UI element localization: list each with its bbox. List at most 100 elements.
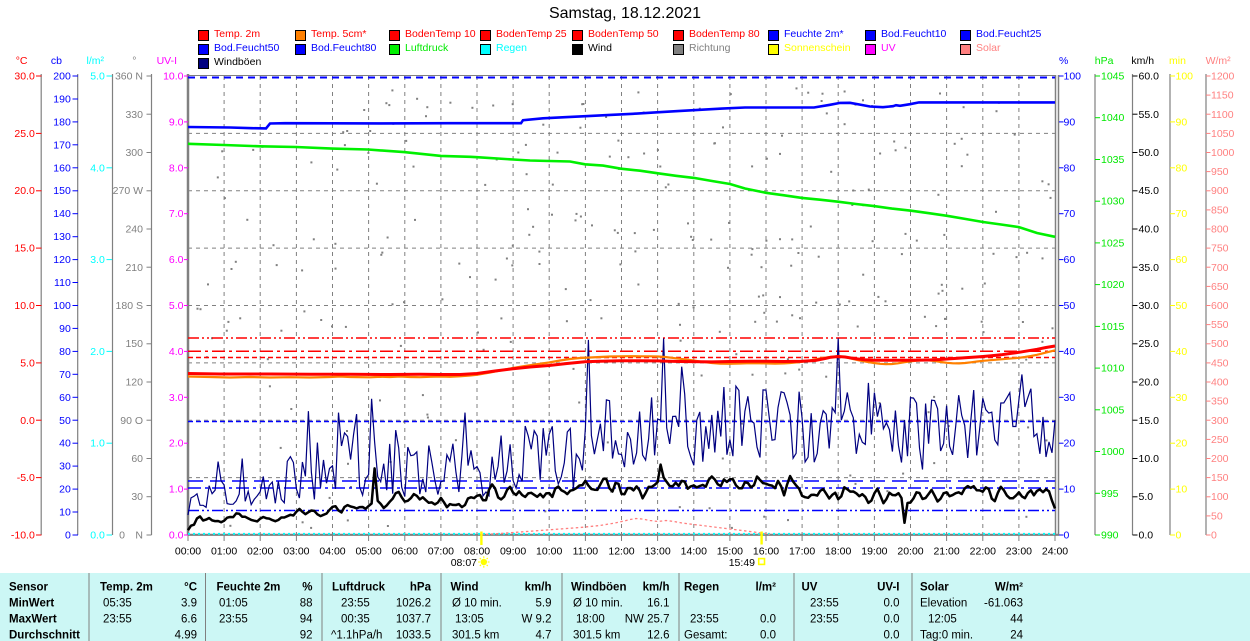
svg-text:l/m²: l/m²: [756, 582, 777, 594]
svg-text:360 N: 360 N: [115, 71, 143, 83]
svg-text:50: 50: [1211, 510, 1223, 522]
svg-text:2.0: 2.0: [90, 346, 105, 358]
svg-text:800: 800: [1211, 224, 1229, 236]
svg-text:1005: 1005: [1101, 404, 1125, 416]
svg-text:%: %: [1059, 55, 1068, 67]
svg-text:12:05: 12:05: [928, 614, 957, 626]
svg-text:16.1: 16.1: [647, 598, 669, 610]
svg-text:0.0: 0.0: [760, 629, 776, 641]
svg-text:%: %: [302, 582, 312, 594]
svg-text:35.0: 35.0: [1139, 262, 1160, 274]
svg-text:120: 120: [125, 377, 143, 389]
svg-text:2.0: 2.0: [169, 438, 184, 450]
svg-text:150: 150: [1211, 472, 1229, 484]
svg-text:07:00: 07:00: [428, 546, 454, 558]
svg-text:-5.0: -5.0: [17, 472, 35, 484]
svg-text:4.7: 4.7: [536, 629, 552, 641]
svg-text:550: 550: [1211, 319, 1229, 331]
svg-text:100: 100: [1176, 71, 1194, 83]
svg-text:Windböen: Windböen: [571, 582, 626, 594]
svg-text:Regen: Regen: [684, 582, 719, 594]
svg-text:10: 10: [1176, 484, 1188, 496]
svg-text:88: 88: [300, 598, 313, 610]
svg-text:240: 240: [125, 224, 143, 236]
svg-text:40.0: 40.0: [1139, 224, 1160, 236]
svg-text:950: 950: [1211, 166, 1229, 178]
svg-text:1045: 1045: [1101, 71, 1125, 83]
svg-text:UV-I: UV-I: [157, 55, 177, 67]
svg-text:Luftdruck: Luftdruck: [332, 582, 386, 594]
svg-text:30.0: 30.0: [1139, 300, 1160, 312]
svg-text:94: 94: [300, 614, 313, 626]
svg-text:0: 0: [1176, 530, 1182, 542]
svg-text:MinWert: MinWert: [9, 598, 54, 610]
svg-text:W/m²: W/m²: [995, 582, 1023, 594]
svg-text:20: 20: [59, 484, 71, 496]
svg-text:hPa: hPa: [410, 582, 432, 594]
svg-text:6.0: 6.0: [169, 254, 184, 266]
svg-text:5.9: 5.9: [536, 598, 552, 610]
svg-text:200: 200: [53, 71, 71, 83]
svg-text:7.0: 7.0: [169, 208, 184, 220]
svg-text:13:05: 13:05: [455, 614, 484, 626]
svg-text:0 N: 0 N: [119, 530, 143, 542]
svg-text:1200: 1200: [1211, 71, 1235, 83]
svg-text:°C: °C: [16, 55, 28, 67]
svg-text:1.0: 1.0: [90, 438, 105, 450]
svg-text:Sensor: Sensor: [9, 582, 49, 594]
svg-text:UV-I: UV-I: [877, 582, 899, 594]
svg-text:60: 60: [1064, 254, 1076, 266]
svg-text:30: 30: [1176, 392, 1188, 404]
svg-text:9.0: 9.0: [169, 116, 184, 128]
svg-text:1010: 1010: [1101, 363, 1125, 375]
svg-text:^1.1hPa/h: ^1.1hPa/h: [331, 629, 382, 641]
svg-text:23:55: 23:55: [810, 614, 839, 626]
svg-text:210: 210: [125, 262, 143, 274]
svg-text:30: 30: [1064, 392, 1076, 404]
svg-text:70: 70: [59, 369, 71, 381]
svg-text:3.9: 3.9: [181, 598, 197, 610]
svg-text:06:00: 06:00: [392, 546, 418, 558]
svg-text:90 O: 90 O: [120, 415, 143, 427]
svg-text:45.0: 45.0: [1139, 185, 1160, 197]
svg-text:Ø 10 min.: Ø 10 min.: [573, 598, 623, 610]
svg-text:10.0: 10.0: [1139, 453, 1160, 465]
svg-text:Durchschnitt: Durchschnitt: [9, 629, 80, 641]
svg-text:W/m²: W/m²: [1206, 55, 1232, 67]
svg-text:150: 150: [125, 338, 143, 350]
svg-text:01:00: 01:00: [211, 546, 237, 558]
svg-text:20.0: 20.0: [14, 185, 35, 197]
svg-text:150: 150: [53, 185, 71, 197]
svg-text:3.0: 3.0: [169, 392, 184, 404]
svg-text:17:00: 17:00: [789, 546, 815, 558]
svg-text:cb: cb: [51, 55, 62, 67]
svg-text:4.99: 4.99: [175, 629, 197, 641]
svg-text:16:00: 16:00: [753, 546, 779, 558]
svg-text:Gesamt:: Gesamt:: [684, 629, 727, 641]
svg-text:Solar: Solar: [920, 582, 949, 594]
svg-text:250: 250: [1211, 434, 1229, 446]
svg-text:40: 40: [1064, 346, 1076, 358]
svg-text:1000: 1000: [1211, 147, 1235, 159]
svg-text:24: 24: [1010, 629, 1023, 641]
svg-text:1037.7: 1037.7: [396, 614, 431, 626]
svg-text:80: 80: [1176, 162, 1188, 174]
svg-text:100: 100: [1211, 491, 1229, 503]
svg-text:300: 300: [1211, 415, 1229, 427]
svg-text:0: 0: [1064, 530, 1070, 542]
svg-text:1035: 1035: [1101, 154, 1125, 166]
svg-text:5.0: 5.0: [20, 357, 35, 369]
svg-text:100: 100: [1064, 71, 1082, 83]
svg-text:60: 60: [59, 392, 71, 404]
svg-text:0.0: 0.0: [884, 629, 900, 641]
svg-text:12:00: 12:00: [608, 546, 634, 558]
svg-text:20: 20: [1176, 438, 1188, 450]
svg-text:50: 50: [1064, 300, 1076, 312]
svg-text:350: 350: [1211, 396, 1229, 408]
svg-text:50.0: 50.0: [1139, 147, 1160, 159]
svg-text:km/h: km/h: [1131, 55, 1154, 67]
svg-text:90: 90: [1176, 116, 1188, 128]
svg-text:90: 90: [59, 323, 71, 335]
svg-text:160: 160: [53, 162, 71, 174]
svg-text:80: 80: [1064, 162, 1076, 174]
